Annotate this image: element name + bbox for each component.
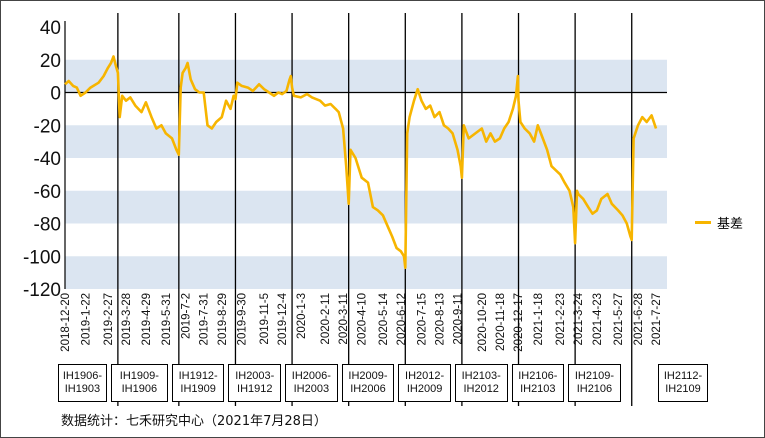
contract-label-line: IH2103 [520,383,556,395]
contract-label-line: IH2003 [293,383,330,395]
contract-label-line: IH2003- [235,370,275,382]
y-tick-label: 40 [40,18,61,39]
x-tick-label: 2019-4-29 [141,293,153,345]
x-tick-label: 2020-7-15 [417,293,429,345]
contract-label-box: IH1912- IH1909 [171,364,225,402]
contract-label-line: IH2009 [406,383,443,395]
x-tick-label: 2020-9-11 [453,293,465,345]
source-note: 数据统计：七禾研究中心（2021年7月28日） [61,414,327,429]
x-tick-label: 2020-5-14 [378,292,390,345]
x-tick-label: 2021-7-27 [651,293,663,345]
x-tick-label: 2019-7-2 [181,293,193,339]
y-axis-ticks: 40 20 0 -20 -40 -60 -80 -100 -120 [23,18,61,301]
y-tick-label: -60 [34,182,61,203]
gridline-bands [65,59,667,289]
x-tick-label: 2019-3-28 [121,293,133,345]
x-tick-label: 2019-2-27 [103,293,115,345]
x-tick-label: 2021-5-27 [613,293,625,345]
x-tick-label: 2020-11-18 [495,293,507,351]
contract-label-line: IH2012 [463,383,499,395]
legend-label: 基差 [717,217,744,232]
x-tick-label: 2019-12-4 [277,292,289,345]
contract-label-box: IH1906- IH1903 [58,364,107,402]
contract-label-box: IH2003- IH1912 [228,364,282,402]
contract-label-line: IH2012- [405,370,445,382]
x-tick-label: 2019-1-22 [81,293,93,345]
contract-label-line: IH2103- [461,370,501,382]
contract-label-line: IH2106 [576,383,613,395]
x-axis-ticks: 2018-12-20 2019-1-22 2019-2-27 2019-3-28 201… [60,292,663,351]
x-tick-label: 2019-8-29 [217,293,229,345]
contract-label-line: IH2112- [663,370,703,382]
contract-label-line: IH2109 [665,383,701,395]
y-tick-label: -80 [34,215,61,236]
contract-label-box: IH2109- IH2106 [568,364,621,402]
series-line-basis [64,55,658,270]
x-tick-label: 2020-2-11 [320,293,332,345]
series-layer [64,55,658,270]
contract-label-line: IH2006- [291,370,331,382]
contract-label-box: IH2012- IH2009 [398,364,451,402]
contract-label-line: IH2109- [574,370,614,382]
x-tick-label: 2019-7-31 [199,293,211,345]
contract-label-box: IH2106- IH2103 [511,364,565,402]
contract-label-line: IH2006 [350,383,386,395]
x-tick-label: 2020-10-20 [477,293,489,352]
x-tick-label: 2019-11-5 [259,293,271,345]
contract-label-line: IH1912 [237,383,273,395]
grid-band [65,59,667,93]
contract-label-line: IH1906- [62,370,102,382]
legend-swatch [695,221,711,224]
x-tick-label: 2020-1-3 [296,293,308,339]
y-tick-label: -40 [34,149,61,170]
contract-label-line: IH1909- [119,370,159,382]
x-tick-label: 2020-6-12 [396,293,408,345]
y-tick-label: 0 [50,84,61,105]
contract-label-line: IH1903 [64,383,101,395]
x-tick-label: 2021-2-23 [555,293,567,345]
y-tick-label: 20 [40,51,61,72]
contract-label-box: IH2006- IH2003 [285,364,338,402]
x-tick-label: 2020-4-10 [357,293,369,345]
x-tick-label: 2019-9-30 [237,293,249,345]
x-tick-label: 2020-12-17 [513,293,525,352]
grid-band [65,256,667,289]
grid-band [65,125,667,158]
contract-label-box: IH2112- IH2109 [658,364,708,402]
x-tick-label: 2018-12-20 [60,293,72,352]
grid-band [65,190,667,224]
x-tick-label: 2021-4-23 [592,293,604,345]
y-tick-label: -20 [34,116,61,137]
legend: 基差 [695,213,743,232]
x-tick-label: 2021-6-28 [633,293,645,345]
y-tick-label: -100 [23,247,61,268]
x-tick-label: 2021-1-18 [533,293,545,345]
x-tick-label: 2021-3-24 [573,292,585,345]
contract-label-line: IH1909 [180,383,216,395]
contract-label-line: IH1906 [121,383,158,395]
x-tick-label: 2019-5-31 [161,293,173,345]
contract-label-line: IH2009- [348,370,388,382]
contract-label-line: IH2106- [518,370,558,382]
x-tick-label: 2020-3-11 [338,293,350,345]
axes [64,21,667,289]
contract-label-line: IH1912- [178,370,218,382]
contract-label-box: IH2009- IH2006 [341,364,395,402]
contract-label-box: IH2103- IH2012 [454,364,508,402]
y-tick-label: -120 [23,280,61,301]
contract-label-box: IH1909- IH1906 [110,364,168,402]
x-tick-label: 2020-8-13 [435,293,447,345]
